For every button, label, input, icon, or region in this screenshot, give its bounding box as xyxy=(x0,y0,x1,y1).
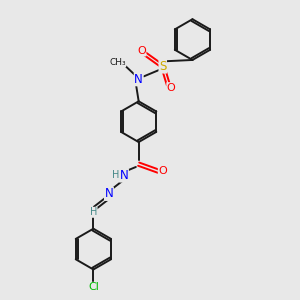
Text: H: H xyxy=(90,207,97,217)
Text: N: N xyxy=(105,188,113,200)
Text: N: N xyxy=(134,73,143,86)
Text: CH₃: CH₃ xyxy=(109,58,126,67)
Text: O: O xyxy=(158,166,167,176)
Text: S: S xyxy=(159,60,166,73)
Text: O: O xyxy=(167,83,176,93)
Text: N: N xyxy=(120,169,128,182)
Text: H: H xyxy=(112,170,120,181)
Text: Cl: Cl xyxy=(88,282,99,292)
Text: O: O xyxy=(137,46,146,56)
